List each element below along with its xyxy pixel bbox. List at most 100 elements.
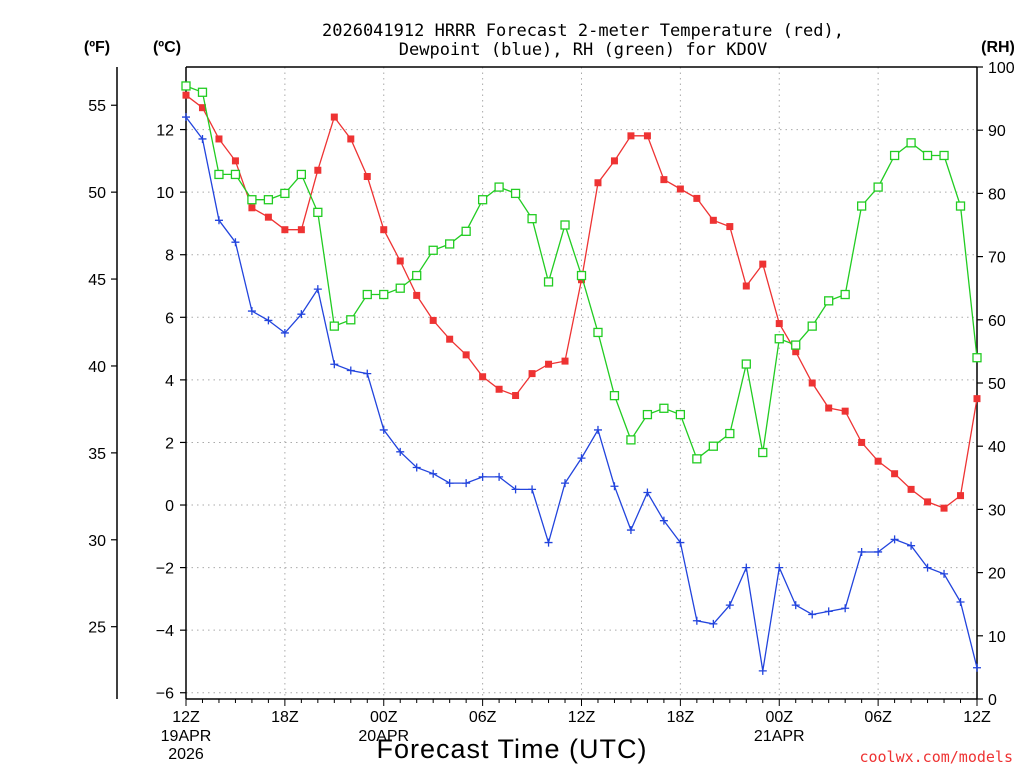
dewpoint-point xyxy=(462,479,471,488)
rh-point xyxy=(412,270,422,281)
rh-tick-label: 0 xyxy=(988,692,997,709)
temperature-point xyxy=(215,135,223,143)
dewpoint-point xyxy=(182,113,190,122)
rh-tick-label: 30 xyxy=(988,502,1006,519)
x-tick-label: 12Z xyxy=(172,709,200,726)
dewpoint-point xyxy=(495,472,504,481)
x-tick-year-label: 2026 xyxy=(168,746,204,763)
rh-point xyxy=(527,214,537,224)
x-tick-label: 06Z xyxy=(469,709,497,726)
x-tick-label: 12Z xyxy=(568,709,596,726)
rh-point xyxy=(230,169,241,180)
temperature-point xyxy=(248,204,256,212)
dewpoint-point xyxy=(659,516,668,525)
fahrenheit-tick-label: 40 xyxy=(88,359,106,376)
grid xyxy=(186,67,977,699)
dewpoint-point xyxy=(313,285,322,294)
rh-point xyxy=(395,283,405,293)
rh-tick-label: 10 xyxy=(988,629,1006,646)
temperature-point xyxy=(462,351,470,359)
dewpoint-point xyxy=(758,666,767,675)
dewpoint-point xyxy=(643,488,652,497)
x-tick-date-label: 19APR xyxy=(161,728,212,745)
rh-point xyxy=(461,226,471,236)
rh-tick-label: 100 xyxy=(988,60,1015,77)
dewpoint-point xyxy=(214,216,223,225)
dewpoint-point xyxy=(692,616,701,625)
rh-tick-label: 20 xyxy=(988,566,1006,583)
temperature-point xyxy=(660,176,668,184)
rh-point xyxy=(939,150,949,161)
temperature-point xyxy=(512,392,520,400)
rh-point xyxy=(708,441,718,451)
fahrenheit-tick-label: 45 xyxy=(88,272,106,289)
rh-point xyxy=(313,207,323,218)
dewpoint-point xyxy=(890,535,899,544)
temperature-point xyxy=(643,132,651,140)
dewpoint-point xyxy=(429,469,438,478)
rh-point xyxy=(510,188,521,199)
rh-point xyxy=(543,277,554,287)
temperature-point xyxy=(479,373,487,381)
rh-point xyxy=(675,409,686,420)
rh-point xyxy=(955,201,966,211)
temperature-point xyxy=(825,404,833,412)
temperature-point xyxy=(281,226,289,234)
dewpoint-point xyxy=(593,425,602,434)
fahrenheit-tick-label: 30 xyxy=(88,533,106,550)
rh-point xyxy=(214,169,224,180)
x-tick-date-label: 21APR xyxy=(754,728,805,745)
dewpoint-point xyxy=(363,369,372,378)
dewpoint-point xyxy=(709,619,718,628)
x-tick-label: 00Z xyxy=(765,709,793,726)
rh-point xyxy=(296,169,307,180)
axes: −6 −4 −2 0 2 4 6 8 10 12 25 30 35 40 45 50 55 0 10 20 30 40 50… xyxy=(88,60,1015,763)
rh-point xyxy=(247,195,257,205)
fahrenheit-tick-label: 25 xyxy=(88,620,106,637)
temperature-point xyxy=(182,91,190,99)
dewpoint-point xyxy=(561,479,570,488)
celsius-unit-label: (ºC) xyxy=(153,39,181,56)
fahrenheit-tick-label: 55 xyxy=(88,98,106,115)
dewpoint-point xyxy=(857,547,866,556)
x-tick-label: 06Z xyxy=(864,709,892,726)
dewpoint-point xyxy=(346,366,355,375)
credit-label: coolwx.com/models xyxy=(859,748,1013,766)
rh-point xyxy=(791,340,801,350)
temperature-point xyxy=(808,379,816,387)
rh-unit-label: (RH) xyxy=(981,39,1015,56)
rh-point xyxy=(889,150,900,161)
dewpoint-point xyxy=(940,569,949,578)
celsius-tick-label: 4 xyxy=(165,373,174,390)
rh-point xyxy=(642,409,653,420)
rh-point xyxy=(609,390,620,401)
chart-title: 2026041912 HRRR Forecast 2-meter Tempera… xyxy=(322,21,844,41)
temperature-point xyxy=(627,132,635,140)
celsius-tick-label: −4 xyxy=(156,623,174,640)
dewpoint-point xyxy=(198,134,207,143)
temperature-point xyxy=(891,470,899,478)
rh-tick-label: 90 xyxy=(988,123,1006,140)
temperature-point xyxy=(775,320,783,328)
rh-tick-label: 60 xyxy=(988,313,1006,330)
temperature-point xyxy=(742,282,750,290)
rh-point xyxy=(197,87,208,97)
temperature-point xyxy=(231,157,239,165)
x-tick-label: 12Z xyxy=(963,709,991,726)
dewpoint-point xyxy=(330,360,339,369)
x-tick-label: 18Z xyxy=(271,709,299,726)
rh-point xyxy=(379,289,389,300)
rh-point xyxy=(824,296,834,306)
temperature-point xyxy=(907,485,915,493)
x-tick-date-label: 20APR xyxy=(358,728,409,745)
dewpoint-point xyxy=(247,307,256,316)
fahrenheit-tick-label: 50 xyxy=(88,185,106,202)
dewpoint-point xyxy=(973,663,981,672)
dewpoint-point xyxy=(626,526,635,535)
temperature-point xyxy=(198,104,206,112)
dewpoint-point xyxy=(725,601,734,610)
rh-point xyxy=(972,353,982,363)
temperature-point xyxy=(594,179,602,187)
dewpoint-point xyxy=(280,328,289,337)
